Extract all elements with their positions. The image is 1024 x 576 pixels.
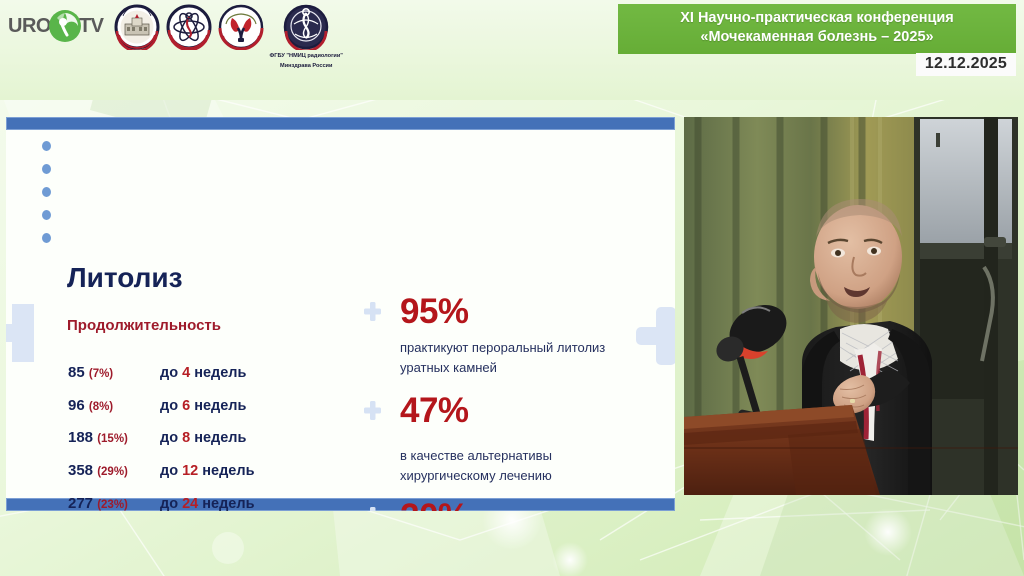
statistic-item: 95% практикуют пероральный литолиз уратн…	[364, 293, 634, 378]
duration-label-number: 8	[182, 430, 191, 447]
duration-count-value: 96	[68, 396, 85, 414]
atom-caduceus-emblem-icon	[166, 4, 212, 50]
duration-label: до 4 недель	[160, 364, 246, 383]
duration-label-prefix: до	[160, 495, 183, 512]
duration-table: 85 (7%) до 4 недель 96 (8%) до 6 недель …	[68, 364, 328, 511]
slide-top-accent-bar	[6, 117, 675, 130]
duration-count: 85 (7%)	[68, 364, 160, 381]
emblem-caption-line2: Минздрава России	[280, 63, 333, 70]
duration-label-suffix: недель	[190, 397, 247, 414]
plus-icon	[364, 302, 381, 321]
slide-bullet-dots	[42, 141, 51, 256]
statistic-item: 20% 3 см и более	[364, 498, 634, 511]
duration-count-value: 85	[68, 364, 85, 381]
radiology-caduceus-emblem-icon	[283, 4, 329, 50]
plus-icon	[364, 507, 381, 511]
duration-label-number: 6	[182, 397, 191, 414]
radiology-emblem-group: ФГБУ "НМИЦ радиологии" Минздрава России	[270, 4, 343, 71]
decorative-plus-right-icon	[636, 307, 675, 365]
duration-count: 96 (8%)	[68, 397, 160, 414]
conference-title-line1: XI Научно-практическая конференция	[680, 10, 954, 26]
statistic-item: 47% в качестве альтернативы хирургическо…	[364, 392, 634, 486]
duration-label-prefix: до	[160, 397, 183, 414]
urotv-logo[interactable]: URO TV	[8, 4, 104, 48]
emblem-caption-line1: ФГБУ "НМИЦ радиологии"	[269, 53, 343, 59]
duration-count-value: 188	[68, 429, 94, 447]
duration-count: 358 (29%)	[68, 462, 160, 479]
duration-label-number: 24	[182, 495, 199, 512]
duration-label-number: 4	[182, 365, 191, 381]
duration-count-value: 277	[68, 494, 94, 512]
duration-count: 188 (15%)	[68, 429, 160, 446]
statistic-description: в качестве альтернативы хирургическому л…	[400, 447, 552, 484]
statistic-value: 47%	[400, 391, 469, 431]
kidney-urology-emblem-icon	[218, 4, 264, 50]
duration-label-prefix: до	[160, 430, 183, 447]
duration-percent: (29%)	[97, 465, 128, 478]
plus-icon	[364, 401, 381, 421]
statistic-description: практикуют пероральный литолиз уратных к…	[400, 339, 606, 375]
duration-label-prefix: до	[160, 462, 183, 479]
presentation-slide: Литолиз Продолжительность 85 (7%) до 4 н…	[6, 117, 675, 511]
duration-label: до 12 недель	[160, 462, 254, 481]
table-row: 277 (23%) до 24 недель	[68, 495, 328, 512]
conference-title-banner: XI Научно-практическая конференция «Моче…	[618, 4, 1016, 55]
duration-count: 277 (23%)	[68, 495, 160, 512]
bullet-dot	[42, 187, 51, 197]
speaker-at-podium-image	[684, 117, 1018, 495]
speaker-video-feed[interactable]	[684, 117, 1018, 495]
duration-label: до 24 недель	[160, 495, 254, 512]
urotv-leaf-circle-icon	[48, 9, 82, 43]
statistic-value: 95%	[400, 292, 469, 331]
conference-title-line2: «Мочекаменная болезнь – 2025»	[700, 29, 934, 46]
table-row: 85 (7%) до 4 недель	[68, 364, 328, 383]
duration-label-prefix: до	[160, 365, 183, 381]
duration-percent: (7%)	[88, 368, 114, 380]
duration-label: до 6 недель	[160, 397, 246, 416]
page-header: URO TV	[0, 0, 1024, 100]
bullet-dot	[42, 141, 51, 151]
bullet-dot	[42, 164, 51, 174]
duration-label-suffix: недель	[190, 430, 247, 447]
table-row: 358 (29%) до 12 недель	[68, 462, 328, 481]
table-row: 96 (8%) до 6 недель	[68, 397, 328, 416]
table-row: 188 (15%) до 8 недель	[68, 429, 328, 448]
statistic-value: 20%	[400, 498, 634, 511]
urotv-logo-text-right: TV	[78, 14, 104, 37]
urotv-logo-text-left: URO	[8, 14, 51, 37]
duration-label-suffix: недель	[198, 462, 255, 479]
duration-label-number: 12	[182, 462, 199, 479]
duration-count-value: 358	[68, 461, 94, 479]
duration-label-suffix: недель	[198, 495, 255, 512]
logo-row: URO TV	[8, 4, 343, 71]
statistics-list: 95% практикуют пероральный литолиз уратн…	[364, 293, 634, 511]
slide-subtitle: Продолжительность	[67, 317, 221, 334]
duration-label: до 8 недель	[160, 429, 246, 448]
duration-percent: (23%)	[97, 498, 128, 511]
bullet-dot	[42, 210, 51, 220]
bullet-dot	[42, 233, 51, 243]
duration-label-suffix: недель	[190, 365, 247, 381]
institute-building-emblem-icon	[114, 4, 160, 50]
duration-percent: (15%)	[97, 433, 128, 446]
conference-date-badge: 12.12.2025	[915, 53, 1016, 76]
duration-percent: (8%)	[88, 400, 114, 413]
slide-bottom-accent-bar	[6, 498, 675, 511]
decorative-plus-left-icon	[6, 304, 34, 362]
slide-title: Литолиз	[67, 262, 183, 293]
